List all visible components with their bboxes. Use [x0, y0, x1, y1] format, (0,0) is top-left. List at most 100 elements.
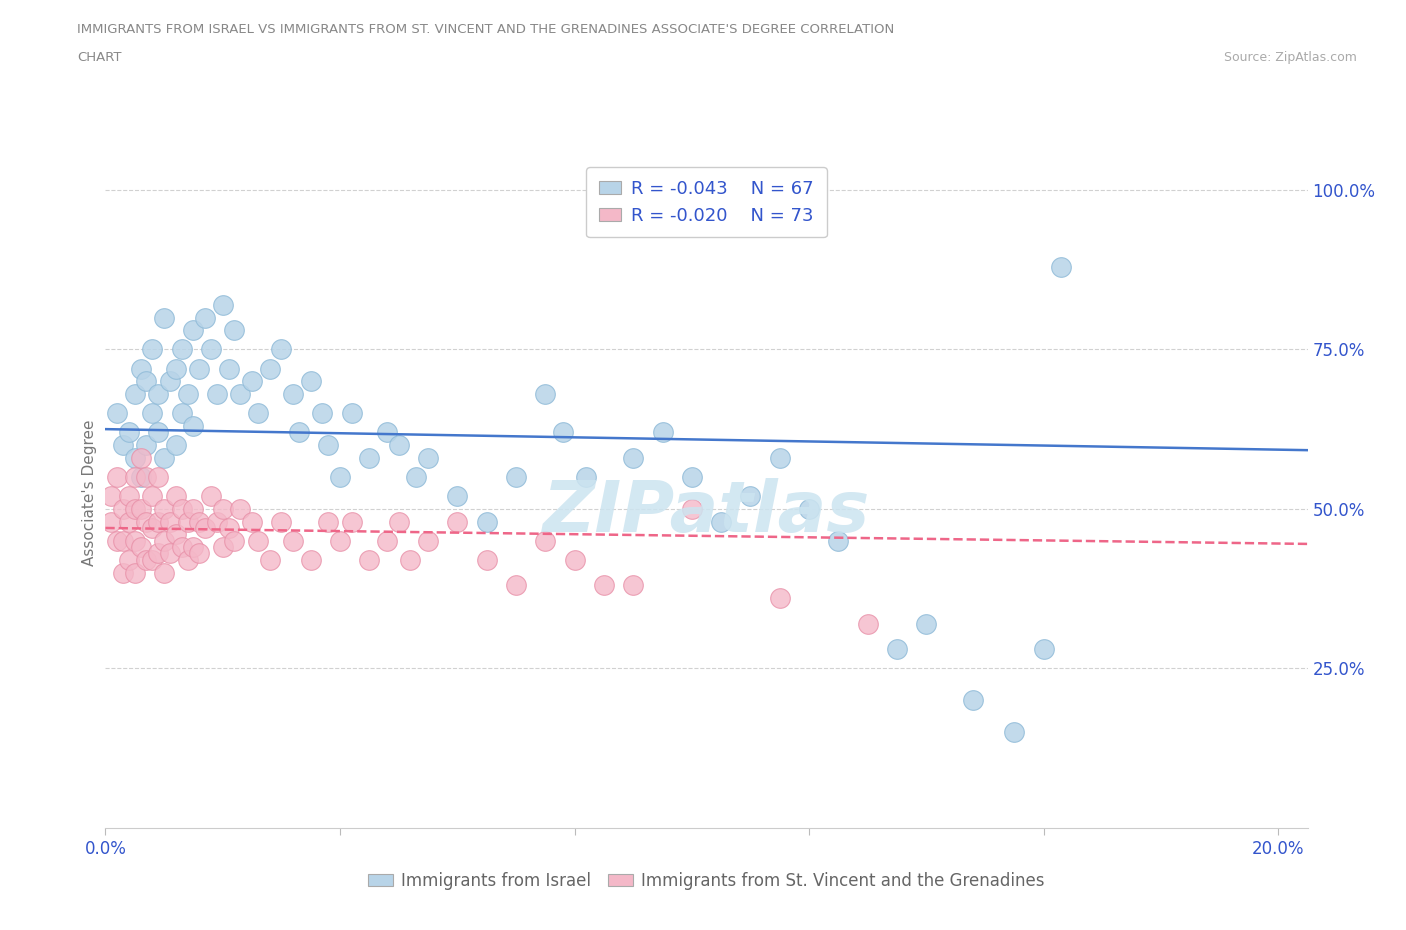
Point	[1032, 642, 1054, 657]
Point	[176, 552, 198, 567]
Point	[170, 342, 193, 357]
Point	[769, 450, 792, 465]
Point	[211, 501, 233, 516]
Point	[165, 361, 187, 376]
Legend: Immigrants from Israel, Immigrants from St. Vincent and the Grenadines: Immigrants from Israel, Immigrants from …	[361, 865, 1052, 897]
Point	[388, 514, 411, 529]
Point	[340, 514, 363, 529]
Point	[165, 438, 187, 453]
Point	[112, 438, 135, 453]
Point	[118, 425, 141, 440]
Point	[112, 533, 135, 548]
Point	[224, 533, 246, 548]
Point	[105, 533, 128, 548]
Point	[105, 405, 128, 420]
Point	[118, 514, 141, 529]
Point	[270, 514, 292, 529]
Point	[200, 342, 222, 357]
Point	[135, 552, 157, 567]
Point	[135, 514, 157, 529]
Point	[148, 425, 170, 440]
Point	[710, 514, 733, 529]
Point	[375, 425, 398, 440]
Point	[170, 501, 193, 516]
Point	[797, 501, 820, 516]
Point	[416, 450, 439, 465]
Point	[740, 488, 762, 503]
Point	[218, 521, 240, 536]
Y-axis label: Associate's Degree: Associate's Degree	[82, 419, 97, 566]
Point	[153, 310, 176, 325]
Point	[259, 361, 281, 376]
Point	[141, 552, 163, 567]
Point	[153, 501, 176, 516]
Point	[129, 470, 152, 485]
Point	[124, 565, 146, 580]
Point	[124, 387, 146, 402]
Point	[621, 450, 644, 465]
Text: CHART: CHART	[77, 51, 122, 64]
Point	[159, 546, 181, 561]
Point	[129, 501, 152, 516]
Point	[551, 425, 574, 440]
Point	[211, 539, 233, 554]
Point	[534, 533, 557, 548]
Point	[141, 488, 163, 503]
Point	[124, 470, 146, 485]
Point	[621, 578, 644, 592]
Point	[416, 533, 439, 548]
Point	[446, 488, 468, 503]
Point	[124, 501, 146, 516]
Point	[129, 539, 152, 554]
Point	[183, 539, 205, 554]
Point	[183, 323, 205, 338]
Point	[229, 501, 252, 516]
Point	[183, 501, 205, 516]
Point	[575, 470, 598, 485]
Point	[340, 405, 363, 420]
Point	[124, 450, 146, 465]
Point	[651, 425, 673, 440]
Point	[176, 387, 198, 402]
Point	[200, 488, 222, 503]
Point	[188, 361, 211, 376]
Point	[165, 527, 187, 542]
Point	[359, 552, 381, 567]
Point	[886, 642, 908, 657]
Point	[183, 418, 205, 433]
Point	[218, 361, 240, 376]
Point	[446, 514, 468, 529]
Point	[316, 514, 339, 529]
Point	[240, 374, 263, 389]
Point	[505, 470, 527, 485]
Point	[1050, 259, 1073, 274]
Point	[827, 533, 849, 548]
Point	[148, 514, 170, 529]
Point	[176, 514, 198, 529]
Point	[915, 617, 938, 631]
Point	[159, 514, 181, 529]
Point	[153, 565, 176, 580]
Point	[856, 617, 879, 631]
Point	[153, 450, 176, 465]
Point	[205, 514, 228, 529]
Point	[281, 533, 304, 548]
Point	[316, 438, 339, 453]
Point	[118, 488, 141, 503]
Point	[141, 521, 163, 536]
Point	[240, 514, 263, 529]
Point	[165, 488, 187, 503]
Point	[311, 405, 333, 420]
Point	[135, 374, 157, 389]
Point	[270, 342, 292, 357]
Point	[229, 387, 252, 402]
Point	[129, 361, 152, 376]
Point	[475, 552, 498, 567]
Text: Source: ZipAtlas.com: Source: ZipAtlas.com	[1223, 51, 1357, 64]
Point	[112, 565, 135, 580]
Point	[135, 470, 157, 485]
Point	[962, 693, 984, 708]
Point	[246, 533, 269, 548]
Point	[681, 470, 703, 485]
Point	[224, 323, 246, 338]
